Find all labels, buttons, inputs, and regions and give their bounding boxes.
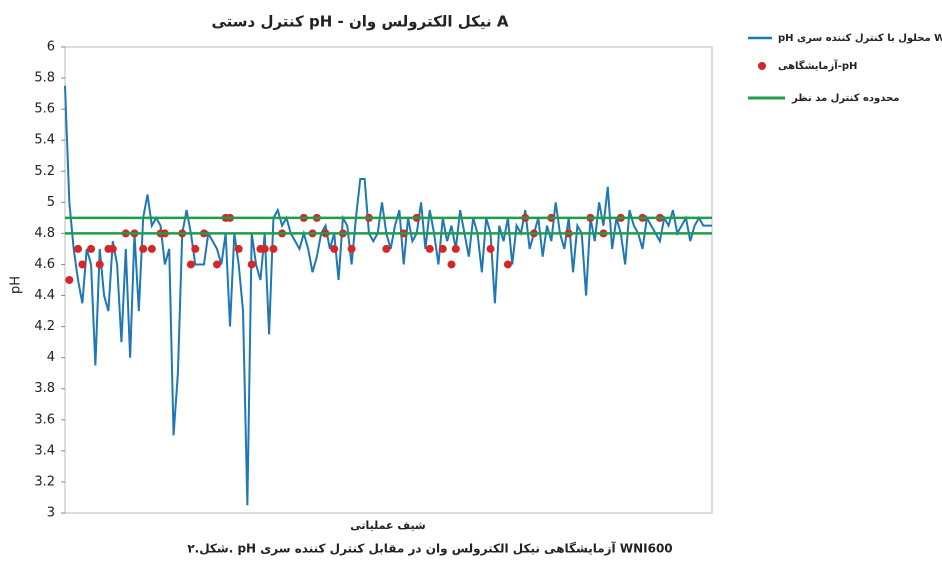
- lab-point: [191, 244, 200, 253]
- caption: شکل.۲. pH آزمایشگاهی نیکل الکترولس وان د…: [187, 541, 672, 557]
- lab-point: [95, 260, 104, 269]
- chart-title: کنترل دستی pH - نیکل الکترولس وان A: [211, 13, 508, 31]
- lab-point: [74, 244, 83, 253]
- data-line: [64, 85, 712, 506]
- lab-point: [234, 244, 243, 253]
- y-tick-label: 6: [47, 40, 55, 55]
- plot-area: [64, 46, 713, 514]
- lab-point: [269, 244, 278, 253]
- lab-point: [65, 276, 74, 284]
- lab-point: [382, 244, 391, 253]
- lab-point: [139, 244, 148, 253]
- y-tick-label: 3.8: [34, 381, 55, 396]
- y-tick-label: 3: [47, 506, 55, 521]
- y-tick-label: 4.8: [34, 226, 55, 241]
- y-tick-label: 5: [47, 195, 55, 210]
- lab-point: [147, 244, 156, 253]
- y-tick-label: 3.6: [34, 412, 55, 427]
- y-tick-label: 4: [47, 350, 55, 365]
- lab-point: [212, 260, 221, 269]
- lab-point: [330, 244, 339, 253]
- y-tick-label: 4.4: [34, 288, 55, 303]
- legend-dot: [758, 62, 766, 70]
- legend-label: محدوده کنترل مد نظر: [791, 93, 899, 104]
- lab-point: [87, 244, 96, 253]
- y-axis-label: pH: [9, 276, 24, 294]
- lab-point: [486, 244, 495, 253]
- lab-point: [425, 244, 434, 253]
- lab-point: [447, 260, 456, 269]
- y-tick-label: 5.8: [34, 71, 55, 86]
- lab-point: [78, 260, 87, 269]
- y-tick-label: 5.2: [34, 164, 55, 179]
- lab-point: [186, 260, 195, 269]
- y-tick-label: 3.4: [34, 443, 55, 458]
- y-tick-label: 5.6: [34, 102, 55, 117]
- y-tick-label: 3.2: [34, 474, 55, 489]
- y-tick-label: 5.4: [34, 133, 55, 148]
- lab-point: [260, 244, 269, 253]
- lab-point: [108, 244, 117, 253]
- lab-point: [247, 260, 256, 269]
- y-tick-label: 4.2: [34, 319, 55, 334]
- x-axis-label: شیف عملیاتی: [350, 519, 426, 532]
- lab-point: [347, 244, 356, 253]
- lab-point: [451, 244, 460, 253]
- lab-point: [503, 260, 512, 269]
- lab-point: [438, 244, 447, 253]
- legend-label: آزمایشگاهی-pH: [778, 59, 857, 72]
- legend-label: pH محلول با کنترل کننده سری WNI600: [778, 33, 942, 44]
- y-tick-label: 4.6: [34, 257, 55, 272]
